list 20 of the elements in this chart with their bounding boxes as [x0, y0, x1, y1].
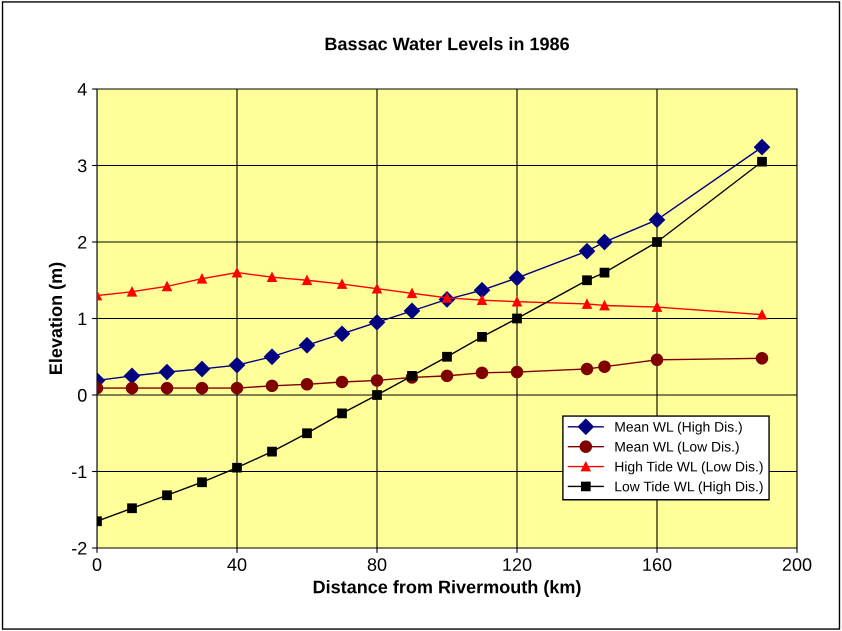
- legend-label: High Tide WL (Low Dis.): [615, 461, 763, 474]
- y-axis-title: Elevation (m): [48, 262, 66, 374]
- x-tick-label: 200: [782, 558, 812, 571]
- legend-label: Mean WL (High Dis.): [615, 422, 742, 435]
- x-axis-title: Distance from Rivermouth (km): [314, 580, 581, 597]
- x-tick-label: 80: [368, 558, 386, 571]
- x-tick-label: 40: [227, 558, 246, 571]
- y-tick-label: 0: [78, 388, 87, 402]
- y-tick-label: 3: [78, 159, 86, 172]
- legend-label: Mean WL (Low Dis.): [615, 441, 739, 454]
- y-tick-label: 4: [78, 83, 87, 96]
- y-tick-label: -1: [72, 466, 86, 478]
- x-tick-label: 160: [643, 558, 672, 571]
- x-tick-label: 120: [503, 558, 532, 571]
- legend-label: Low Tide WL (High Dis.): [615, 481, 763, 494]
- y-tick-label: -2: [72, 542, 86, 555]
- x-tick-label: 0: [92, 558, 102, 571]
- y-tick-label: 2: [78, 236, 86, 249]
- y-tick-label: 1: [78, 312, 86, 326]
- chart-title: Bassac Water Levels in 1986: [326, 37, 569, 50]
